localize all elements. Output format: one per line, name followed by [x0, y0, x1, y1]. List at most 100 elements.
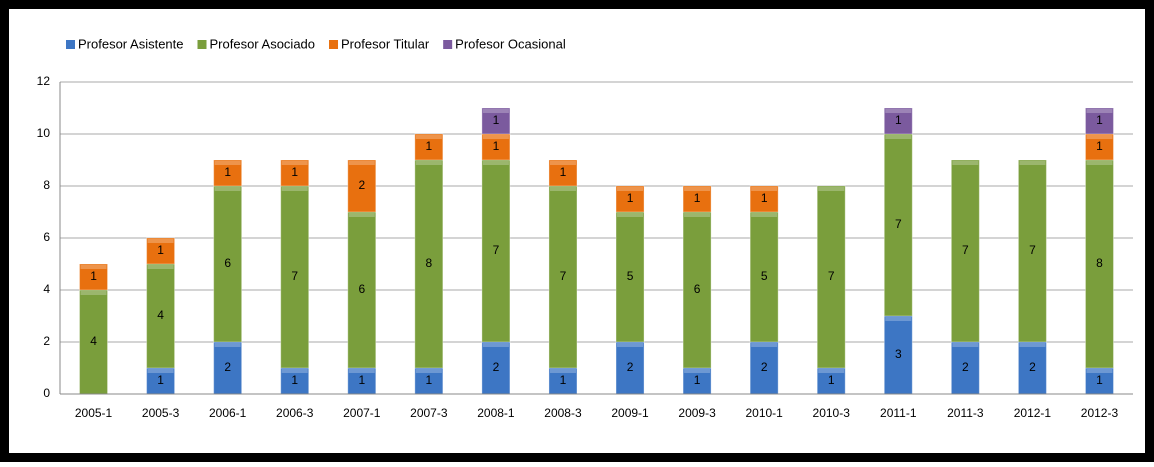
data-label: 1 [224, 165, 231, 179]
x-tick-label: 2005-1 [75, 406, 113, 420]
bar-segment [1017, 159, 1047, 343]
data-label: 2 [627, 360, 634, 374]
data-label: 2 [962, 360, 969, 374]
bar-shine [147, 369, 174, 373]
data-label: 1 [694, 373, 701, 387]
bar-shine [482, 343, 509, 347]
bar-shine [415, 161, 442, 165]
x-tick-label: 2007-1 [343, 406, 381, 420]
x-tick-label: 2010-1 [745, 406, 783, 420]
data-label: 1 [291, 373, 298, 387]
bar-shine [751, 343, 778, 347]
data-label: 4 [90, 334, 97, 348]
bar-segment [146, 263, 176, 369]
x-tick-label: 2006-1 [209, 406, 247, 420]
bar-segment [146, 367, 176, 395]
bar-shine [818, 369, 845, 373]
bar-shine [281, 369, 308, 373]
bar-shine [80, 291, 107, 295]
bar-shine [147, 239, 174, 243]
data-label: 1 [761, 191, 768, 205]
bar-shine [751, 213, 778, 217]
bar-segment [481, 341, 511, 395]
data-label: 1 [426, 139, 433, 153]
legend-label: Profesor Titular [341, 36, 430, 51]
x-tick-label: 2011-3 [947, 406, 984, 420]
bar-segment [79, 263, 109, 291]
bar-shine [214, 187, 241, 191]
bar-shine [549, 369, 576, 373]
data-label: 2 [1029, 360, 1036, 374]
x-tick-label: 2005-3 [142, 406, 180, 420]
bar-shine [885, 135, 912, 139]
bar-shine [617, 187, 644, 191]
x-tick-label: 2012-3 [1081, 406, 1119, 420]
data-label: 1 [157, 243, 164, 257]
bar-segment [213, 159, 243, 187]
legend-swatch [66, 40, 75, 49]
bar-shine [348, 161, 375, 165]
bar-segment [280, 159, 310, 187]
bar-segment [615, 341, 645, 395]
x-tick-label: 2008-1 [477, 406, 515, 420]
data-label: 6 [694, 282, 701, 296]
bar-shine [1019, 161, 1046, 165]
bar-segment [213, 185, 243, 343]
bar-segment [883, 133, 913, 317]
data-label: 1 [358, 373, 365, 387]
data-label: 1 [291, 165, 298, 179]
data-label: 1 [1096, 373, 1103, 387]
bar-shine [214, 343, 241, 347]
legend-swatch [197, 40, 207, 49]
data-label: 1 [157, 373, 164, 387]
bar-shine [684, 187, 711, 191]
bar-shine [80, 265, 107, 269]
bar-segment [1084, 107, 1114, 135]
x-tick-label: 2012-1 [1014, 406, 1052, 420]
data-label: 5 [627, 269, 634, 283]
bar-segment [414, 133, 444, 161]
data-label: 1 [90, 269, 97, 283]
bar-shine [281, 161, 308, 165]
bar-shine [482, 161, 509, 165]
data-label: 2 [761, 360, 768, 374]
bar-segment [816, 185, 846, 369]
bar-segment [414, 159, 444, 369]
data-label: 1 [493, 113, 500, 127]
x-tick-label: 2009-1 [611, 406, 649, 420]
bar-shine [885, 317, 912, 321]
bar-shine [952, 161, 979, 165]
bar-shine [1086, 109, 1113, 113]
bar-shine [1019, 343, 1046, 347]
data-label: 4 [157, 308, 164, 322]
bar-shine [818, 187, 845, 191]
data-label: 7 [895, 217, 902, 231]
legend-swatch [443, 40, 453, 49]
bar-segment [1084, 159, 1114, 369]
bar-shine [549, 161, 576, 165]
data-label: 1 [426, 373, 433, 387]
legend-label: Profesor Asistente [78, 36, 184, 51]
x-tick-label: 2008-3 [544, 406, 582, 420]
bar-shine [684, 213, 711, 217]
bar-segment [615, 211, 645, 343]
data-label: 7 [1029, 243, 1036, 257]
data-label: 2 [224, 360, 231, 374]
data-label: 1 [694, 191, 701, 205]
data-label: 1 [493, 139, 500, 153]
bar-segment [749, 211, 779, 343]
bar-segment [347, 159, 377, 213]
bar-segment [749, 341, 779, 395]
bar-segment [950, 159, 980, 343]
y-tick-label: 6 [43, 230, 50, 244]
x-tick-label: 2010-3 [813, 406, 851, 420]
legend-label: Profesor Asociado [210, 36, 316, 51]
data-label: 7 [828, 269, 835, 283]
bar-segment [548, 185, 578, 369]
bar-shine [1086, 369, 1113, 373]
data-label: 1 [560, 373, 567, 387]
bar-segment [749, 185, 779, 213]
x-tick-label: 2011-1 [880, 406, 917, 420]
data-label: 7 [560, 269, 567, 283]
bar-shine [214, 161, 241, 165]
